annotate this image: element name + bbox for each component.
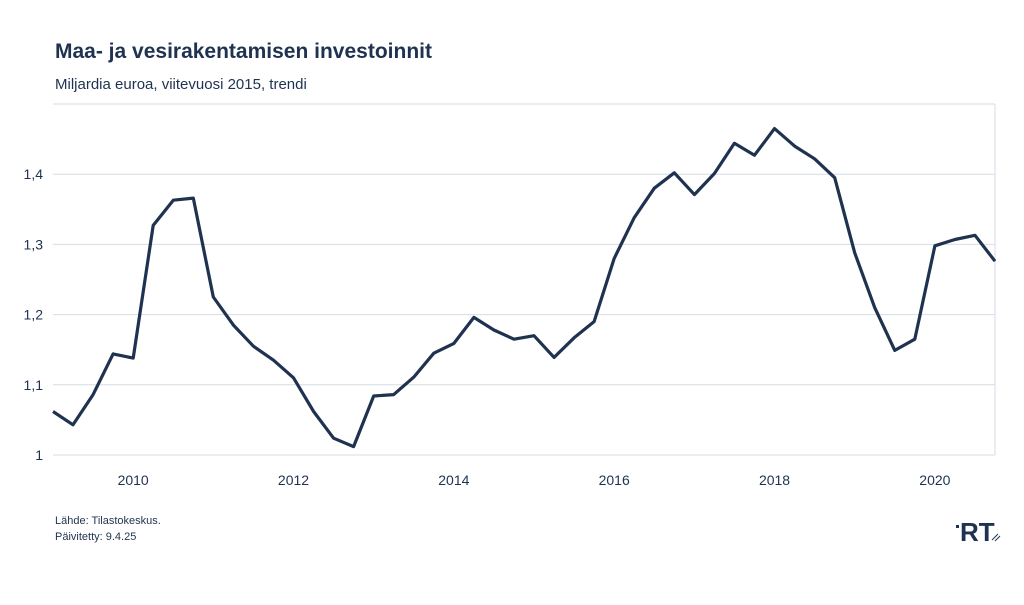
chart-footer: Lähde: Tilastokeskus. Päivitetty: 9.4.25	[55, 513, 161, 545]
y-tick-label: 1,1	[24, 377, 44, 393]
x-tick-label: 2020	[919, 472, 950, 488]
rt-logo-text: RT	[960, 517, 995, 545]
rt-logo-mark: RT	[956, 517, 1001, 547]
y-tick-label: 1,2	[24, 307, 44, 323]
x-tick-label: 2018	[759, 472, 790, 488]
x-tick-label: 2010	[118, 472, 149, 488]
series-layer	[52, 127, 997, 449]
rt-logo: RT	[955, 513, 1003, 550]
series-line	[52, 127, 997, 449]
x-tick-label: 2016	[599, 472, 630, 488]
gridlines	[53, 103, 996, 456]
source-note: Lähde: Tilastokeskus.	[55, 515, 161, 527]
y-tick-label: 1,3	[24, 236, 44, 252]
updated-note: Päivitetty: 9.4.25	[55, 531, 137, 543]
x-tick-label: 2014	[438, 472, 469, 488]
y-axis-ticks: 1 1,1 1,2 1,3 1,4	[24, 166, 44, 463]
x-axis-ticks: 2010 2012 2014 2016 2018 2020	[118, 472, 951, 488]
x-tick-label: 2012	[278, 472, 309, 488]
chart-title: Maa- ja vesirakentamisen investoinnit	[55, 40, 432, 63]
y-tick-label: 1,4	[24, 166, 44, 182]
chart-subtitle: Miljardia euroa, viitevuosi 2015, trendi	[55, 76, 307, 93]
y-tick-label: 1	[35, 447, 43, 463]
